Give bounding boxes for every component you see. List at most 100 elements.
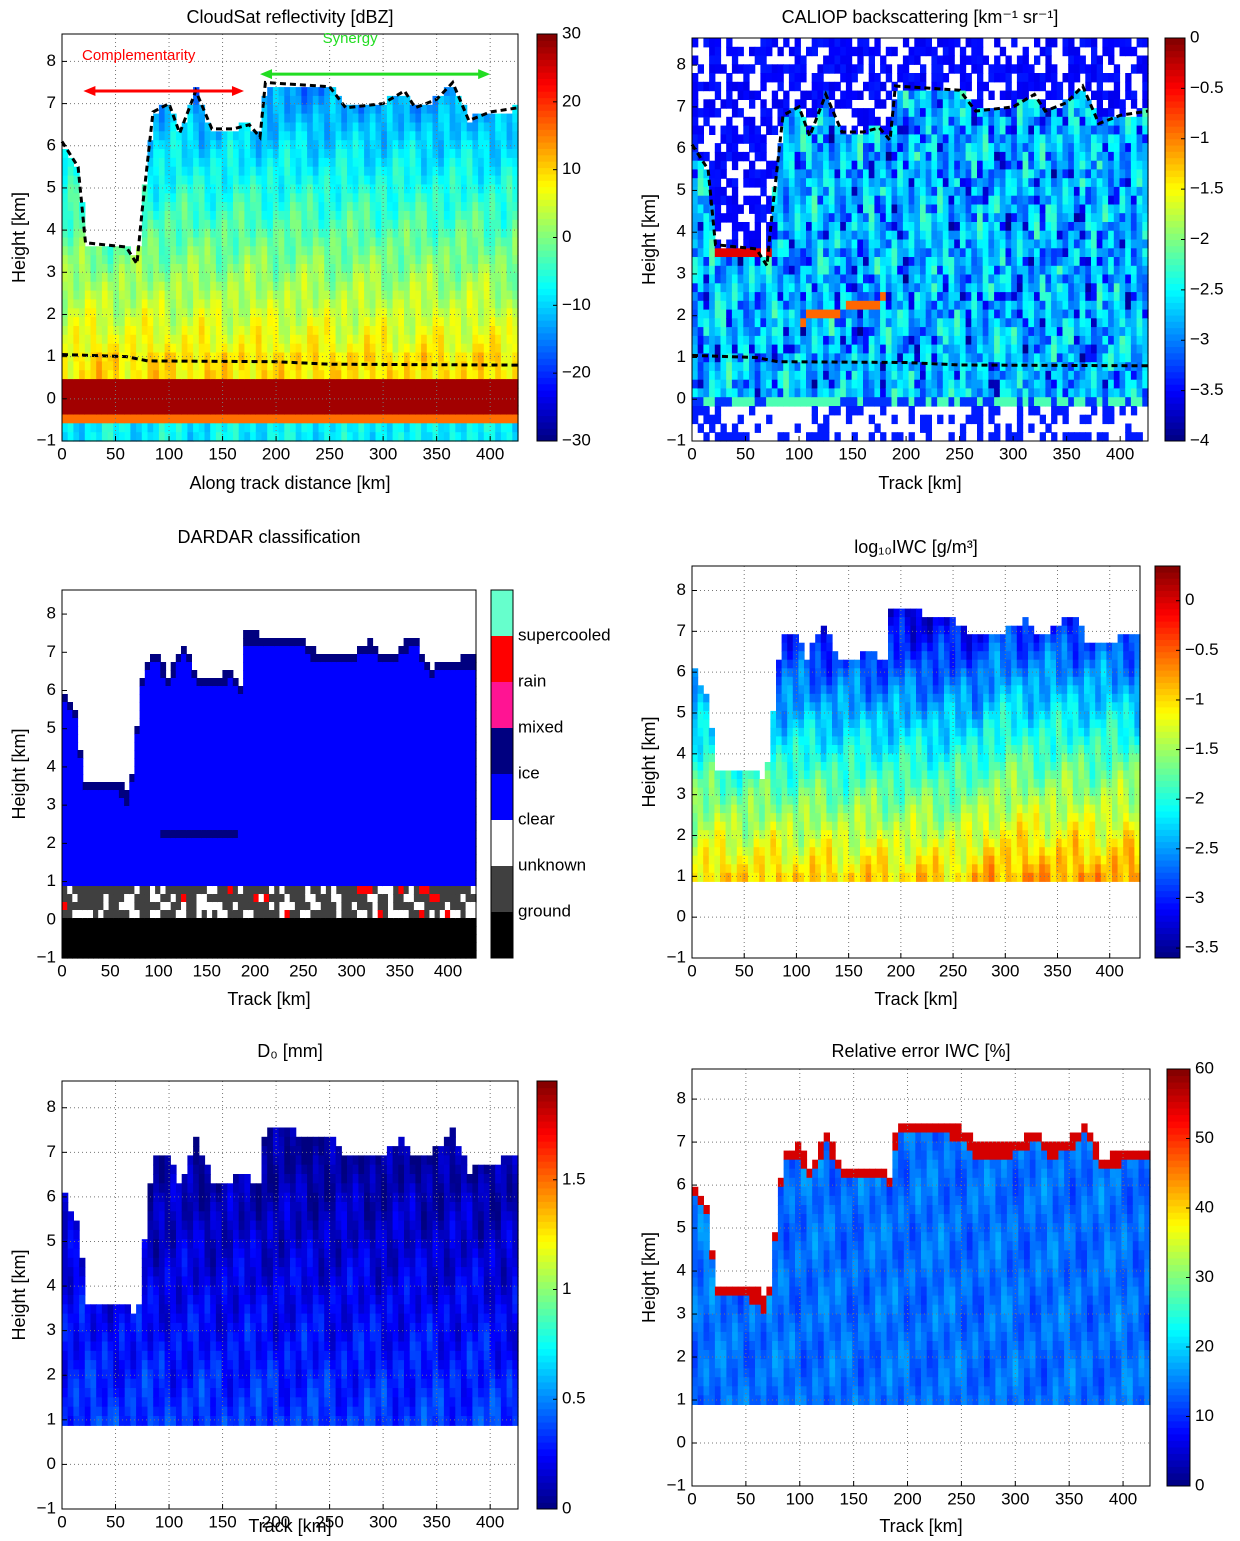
colorbar-step [537, 327, 557, 334]
field-cell [290, 308, 296, 317]
field-cell [783, 143, 789, 152]
field-cell [743, 318, 749, 327]
field-cell [108, 423, 114, 432]
field-cell [846, 213, 852, 222]
field-cell [125, 308, 131, 317]
field-cell [290, 397, 296, 406]
field-cell [721, 310, 727, 319]
field-cell [85, 326, 91, 335]
field-cell [455, 176, 461, 185]
field-cell [795, 82, 801, 91]
x-tick-label: 150 [208, 444, 236, 463]
field-cell [450, 131, 456, 140]
field-cell [852, 73, 858, 82]
field-cell [766, 266, 772, 275]
field-cell [461, 273, 467, 282]
field-cell [330, 273, 336, 282]
field-cell [233, 344, 239, 353]
field-cell [381, 184, 387, 193]
field-cell [778, 213, 784, 222]
field-cell [914, 213, 920, 222]
field-cell [358, 140, 364, 149]
field-cell [846, 231, 852, 240]
field-cell [227, 388, 233, 397]
field-cell [410, 105, 416, 114]
field-cell [387, 335, 393, 344]
field-cell [835, 336, 841, 345]
colorbar-step [537, 98, 557, 105]
field-cell [427, 123, 433, 132]
field-cell [983, 292, 989, 301]
field-cell [835, 388, 841, 397]
field-cell [239, 308, 245, 317]
field-cell [778, 371, 784, 380]
field-cell [205, 273, 211, 282]
field-cell [96, 264, 102, 273]
field-cell [427, 167, 433, 176]
field-cell [153, 158, 159, 167]
field-cell [187, 282, 193, 291]
field-cell [148, 308, 154, 317]
field-cell [755, 126, 761, 135]
field-cell [130, 397, 136, 406]
field-cell [119, 397, 125, 406]
field-cell [256, 158, 262, 167]
field-cell [227, 167, 233, 176]
field-cell [262, 193, 268, 202]
field-cell [960, 318, 966, 327]
field-cell [427, 105, 433, 114]
field-cell [79, 326, 85, 335]
field-cell [296, 432, 302, 441]
field-cell [484, 211, 490, 220]
field-cell [926, 222, 932, 231]
colorbar-step [537, 428, 557, 435]
field-cell [926, 380, 932, 389]
field-cell [766, 38, 772, 47]
field-cell [347, 432, 353, 441]
field-cell [341, 344, 347, 353]
field-cell [176, 202, 182, 211]
field-cell [812, 248, 818, 257]
field-cell [897, 73, 903, 82]
field-cell [210, 246, 216, 255]
field-cell [279, 370, 285, 379]
field-cell [427, 140, 433, 149]
field-cell [726, 47, 732, 56]
field-cell [766, 196, 772, 205]
field-cell [153, 397, 159, 406]
field-cell [715, 292, 721, 301]
field-cell [983, 231, 989, 240]
field-cell [909, 301, 915, 310]
field-cell [364, 335, 370, 344]
field-cell [433, 211, 439, 220]
field-cell [846, 380, 852, 389]
field-cell [914, 345, 920, 354]
field-cell [336, 282, 342, 291]
field-cell [806, 257, 812, 266]
field-cell [806, 143, 812, 152]
field-cell [960, 47, 966, 56]
field-cell [703, 205, 709, 214]
field-cell [954, 283, 960, 292]
field-cell [692, 415, 698, 424]
field-cell [421, 423, 427, 432]
field-cell [239, 291, 245, 300]
field-cell [415, 282, 421, 291]
field-cell [971, 143, 977, 152]
field-cell [726, 91, 732, 100]
field-cell [467, 415, 473, 424]
field-cell [926, 143, 932, 152]
field-cell [216, 273, 222, 282]
field-cell [478, 273, 484, 282]
field-cell [347, 193, 353, 202]
field-cell [199, 361, 205, 370]
field-cell [766, 292, 772, 301]
field-cell [715, 152, 721, 161]
field-cell [262, 140, 268, 149]
field-cell [863, 82, 869, 91]
field-cell [755, 257, 761, 266]
field-cell [715, 301, 721, 310]
field-cell [886, 91, 892, 100]
field-cell [490, 353, 496, 362]
field-cell [450, 273, 456, 282]
